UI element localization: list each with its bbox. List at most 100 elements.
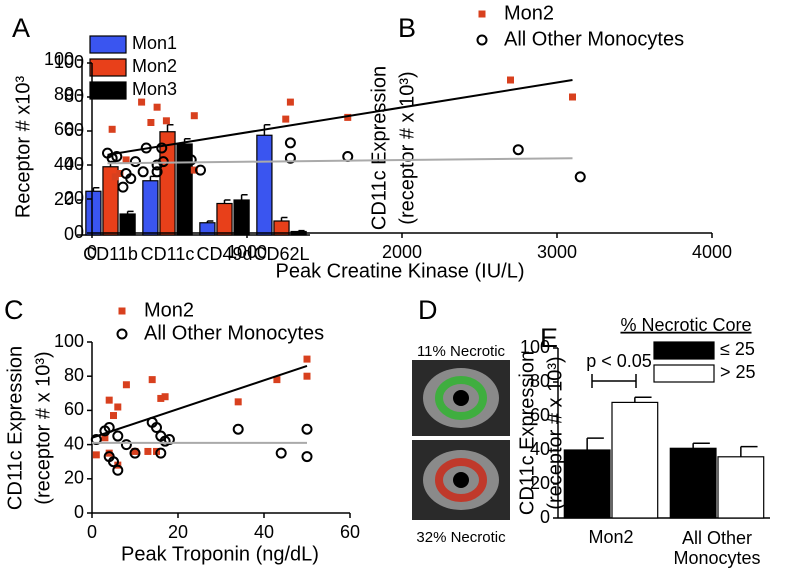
x-tick-label: All Other Monocytes xyxy=(673,528,761,568)
y-tick-label: 60 xyxy=(64,399,84,419)
y-tick-label: 60 xyxy=(54,119,74,139)
panel-letter: A xyxy=(12,13,30,43)
y-tick-label: 0 xyxy=(64,224,74,244)
image-label: 32% Necrotic xyxy=(416,529,506,546)
point xyxy=(147,119,155,126)
point xyxy=(286,98,294,106)
bar xyxy=(102,166,119,236)
point xyxy=(92,451,100,459)
y-tick-label: 100 xyxy=(54,331,84,351)
point xyxy=(112,464,124,476)
point xyxy=(120,439,132,451)
y-tick-label: 80 xyxy=(64,365,84,385)
point xyxy=(138,98,146,106)
lumen xyxy=(453,390,469,406)
fit-line xyxy=(107,157,573,165)
legend-marker xyxy=(116,328,128,340)
legend-label: All Other Monocytes xyxy=(144,322,324,344)
y-tick-label: 40 xyxy=(54,154,74,174)
legend-marker xyxy=(476,34,488,46)
x-tick-label: 2000 xyxy=(382,242,422,262)
point xyxy=(303,355,311,363)
legend-swatch xyxy=(89,35,127,54)
y-tick-label: 40 xyxy=(530,439,550,459)
legend-swatch xyxy=(89,58,127,77)
bar xyxy=(669,447,717,519)
legend-label: ≤ 25 xyxy=(720,339,755,359)
bar xyxy=(717,456,765,519)
point xyxy=(90,433,102,445)
point xyxy=(111,173,119,181)
panel-letter: C xyxy=(4,295,24,325)
legend-label: Mon1 xyxy=(132,33,177,53)
x-axis-label: Peak Creatine Kinase (IU/L) xyxy=(275,260,524,282)
panel-letter: E xyxy=(540,323,558,353)
y-tick-label: 20 xyxy=(64,188,84,208)
point xyxy=(125,173,137,185)
x-tick-label: Mon2 xyxy=(588,527,633,547)
point xyxy=(163,433,175,445)
point xyxy=(185,154,197,166)
point xyxy=(151,422,162,433)
y-tick-label: 60 xyxy=(64,120,84,140)
y-axis-label: (receptor # x 10³) xyxy=(544,356,566,509)
x-tick-label-box: All Other Monocytes xyxy=(673,528,761,568)
point xyxy=(137,166,149,178)
point xyxy=(144,447,152,455)
plaque xyxy=(435,458,487,502)
y-tick-label: 100 xyxy=(520,337,550,357)
bar xyxy=(119,213,136,236)
point xyxy=(114,403,122,411)
y-axis-label: (receptor # x 10³) xyxy=(396,71,418,224)
point xyxy=(105,449,113,457)
point xyxy=(301,423,313,435)
bar xyxy=(256,134,273,236)
legend-marker xyxy=(478,10,486,18)
point xyxy=(112,430,124,442)
y-axis-label: CD11c Expression xyxy=(368,66,390,230)
point xyxy=(122,381,130,389)
legend-swatch xyxy=(653,341,715,360)
point xyxy=(273,376,281,384)
point xyxy=(108,456,119,468)
point xyxy=(284,137,296,149)
significance-bracket xyxy=(591,374,637,388)
point xyxy=(162,117,170,125)
point xyxy=(108,125,116,133)
point xyxy=(116,170,124,177)
x-tick-label: 0 xyxy=(87,522,97,542)
legend-marker xyxy=(118,307,126,315)
legend-label: Mon2 xyxy=(132,56,177,76)
point xyxy=(190,112,198,120)
point xyxy=(232,423,244,435)
y-tick-label: 40 xyxy=(64,154,84,174)
x-axis-label: Peak Troponin (ng/dL) xyxy=(121,543,319,565)
point xyxy=(275,447,287,459)
y-tick-label: 0 xyxy=(74,222,84,242)
x-tick-label: 40 xyxy=(254,522,274,542)
point xyxy=(105,396,113,404)
point xyxy=(284,152,296,164)
y-axis-label: Receptor # x10³ xyxy=(12,76,34,219)
point xyxy=(512,144,524,156)
y-tick-label: 100 xyxy=(44,49,74,69)
point xyxy=(234,398,242,406)
point xyxy=(344,113,352,121)
y-axis-label: (receptor # x 10³) xyxy=(32,351,54,504)
lumen xyxy=(453,472,469,488)
image-label: 11% Necrotic xyxy=(417,343,506,360)
point xyxy=(282,115,290,123)
y-tick-label: 0 xyxy=(74,502,84,522)
point xyxy=(131,447,139,455)
x-tick-label: 3000 xyxy=(537,242,577,262)
bar xyxy=(159,131,176,236)
x-tick-label: CD62L xyxy=(253,244,309,264)
point xyxy=(122,156,130,164)
x-tick-label: CD11c xyxy=(141,244,195,264)
y-axis-label: CD11c Expression xyxy=(4,346,26,510)
point xyxy=(574,171,586,183)
y-tick-label: 20 xyxy=(64,468,84,488)
y-tick-label: 80 xyxy=(530,371,550,391)
annotation: p < 0.05 xyxy=(586,351,652,371)
bar xyxy=(216,202,233,236)
